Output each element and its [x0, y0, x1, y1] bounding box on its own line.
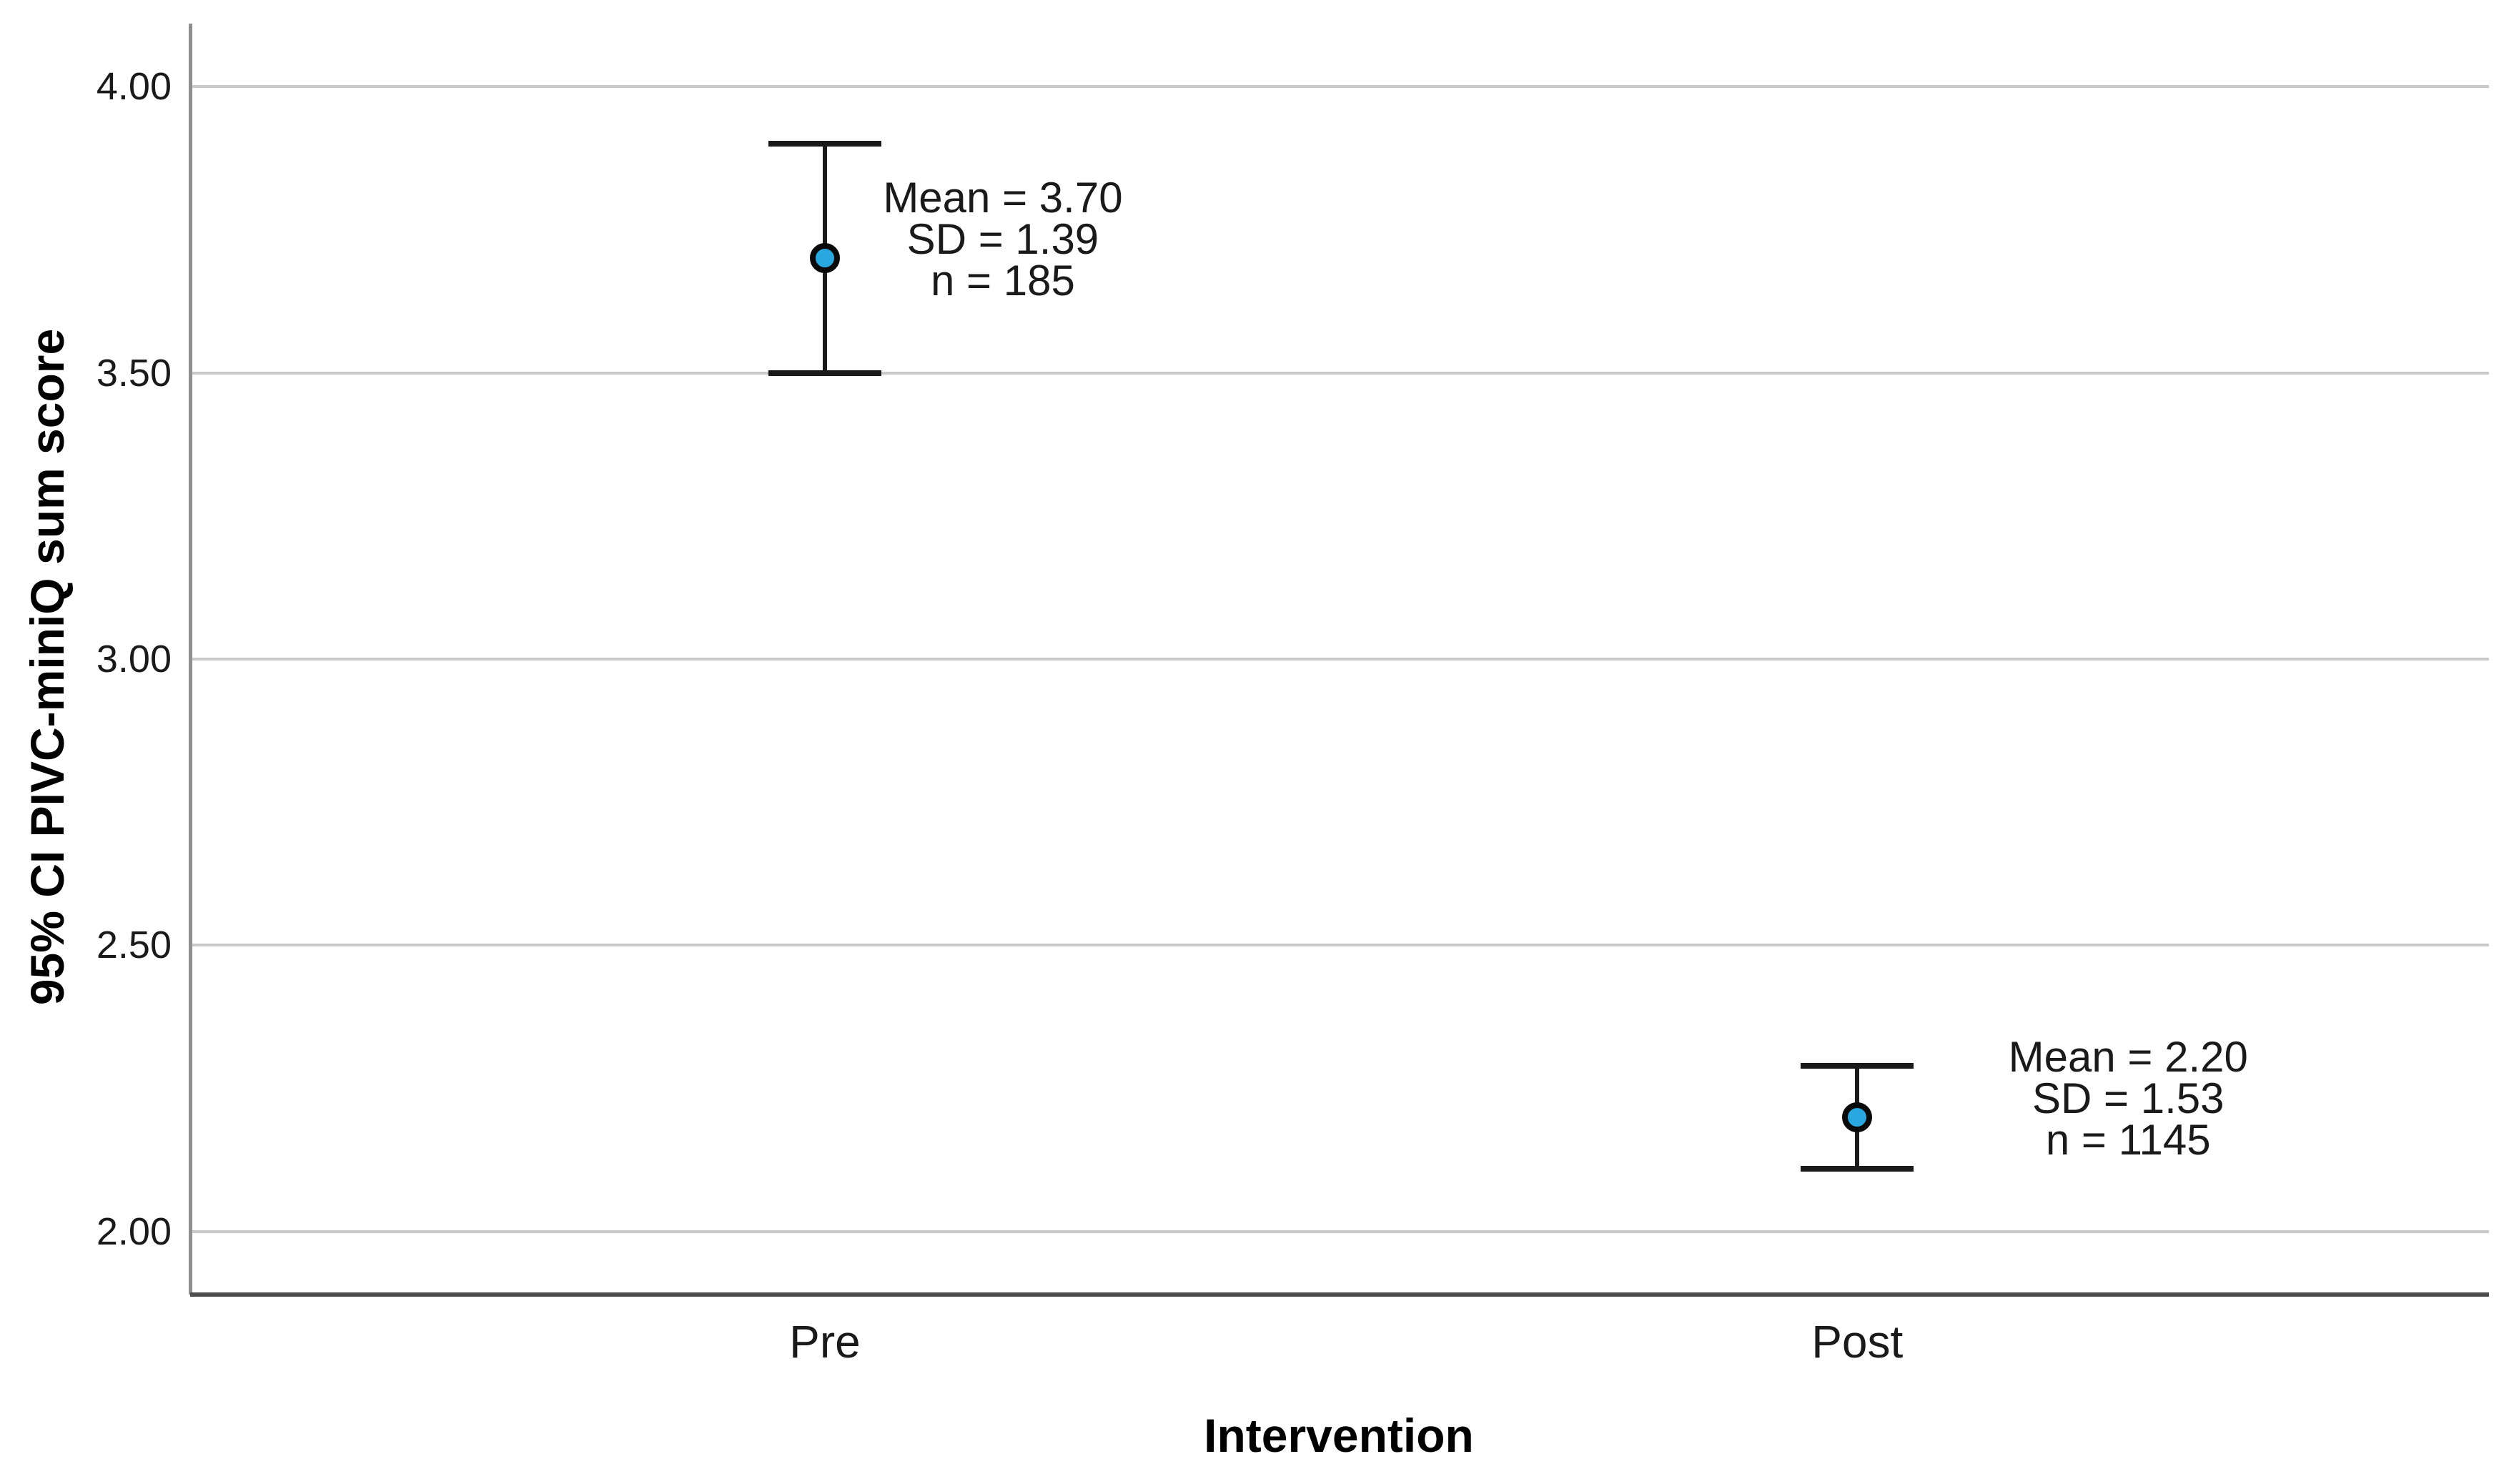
gridline-y-3.00 [190, 658, 2489, 661]
category-label-Post: Post [1811, 1316, 1904, 1367]
gridline-y-2.50 [190, 944, 2489, 947]
error-bar-cap-top [768, 141, 881, 147]
annotation-line: SD = 1.39 [906, 215, 1099, 264]
mean-marker-Post [1842, 1102, 1873, 1132]
annotation-line: Mean = 2.20 [2008, 1032, 2248, 1081]
error-bar-cap-bottom [768, 370, 881, 376]
annotation-line: n = 1145 [2045, 1115, 2211, 1164]
y-axis-title: 95% CI PIVC-miniQ sum score [21, 328, 74, 1006]
x-axis-title: Intervention [1204, 1409, 1474, 1462]
y-axis-line [189, 24, 192, 1295]
y-tick-label: 3.00 [96, 638, 172, 681]
x-axis-line [190, 1292, 2489, 1297]
annotation-line: SD = 1.53 [2031, 1074, 2224, 1122]
gridline-y-2.00 [190, 1230, 2489, 1233]
error-bar-cap-bottom [1801, 1165, 1914, 1172]
y-tick-label: 4.00 [96, 65, 172, 109]
point-annotation-Pre: Mean = 3.70 SD = 1.39 n = 185 [883, 177, 1122, 302]
gridline-y-3.50 [190, 371, 2489, 375]
gridline-y-4.00 [190, 85, 2489, 89]
mean-marker-Pre [809, 243, 840, 274]
annotation-line: Mean = 3.70 [883, 174, 1123, 222]
y-tick-label: 2.00 [96, 1210, 172, 1253]
y-tick-label: 2.50 [96, 924, 172, 967]
y-tick-label: 3.50 [96, 351, 172, 395]
annotation-line: n = 185 [931, 257, 1075, 305]
category-label-Pre: Pre [789, 1316, 861, 1367]
error-bar-cap-top [1801, 1062, 1914, 1069]
point-annotation-Post: Mean = 2.20 SD = 1.53 n = 1145 [2008, 1032, 2248, 1164]
